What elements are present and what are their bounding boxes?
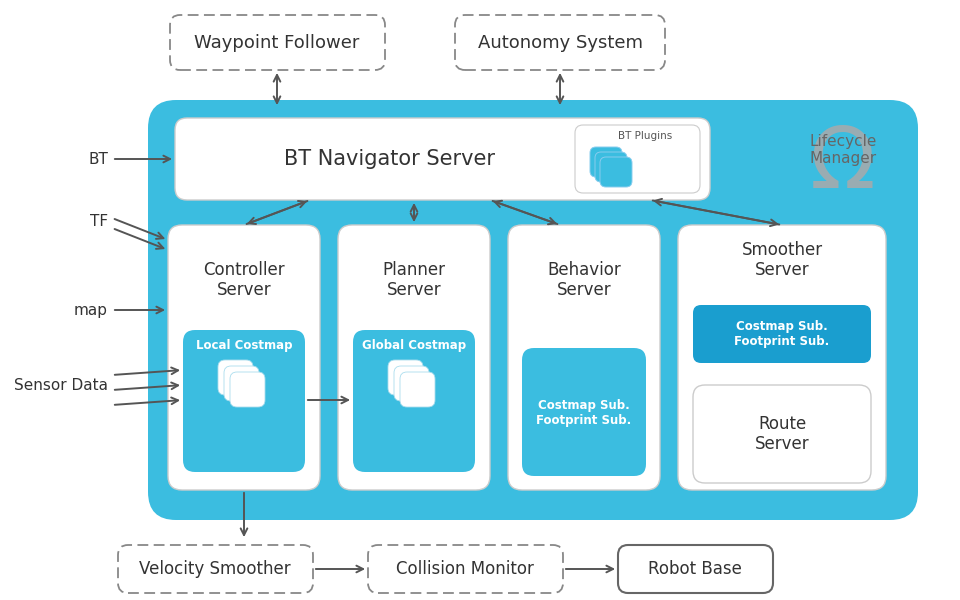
FancyBboxPatch shape (522, 348, 646, 476)
Text: Local Costmap: Local Costmap (196, 338, 292, 352)
Text: Waypoint Follower: Waypoint Follower (194, 34, 360, 52)
FancyBboxPatch shape (693, 305, 871, 363)
FancyBboxPatch shape (595, 152, 627, 182)
FancyBboxPatch shape (508, 225, 660, 490)
Text: BT: BT (88, 151, 108, 166)
Text: TF: TF (90, 214, 108, 229)
Text: Smoother
Server: Smoother Server (741, 241, 823, 280)
FancyBboxPatch shape (224, 366, 259, 401)
FancyBboxPatch shape (400, 372, 435, 407)
Text: Sensor Data: Sensor Data (14, 377, 108, 392)
Text: Robot Base: Robot Base (648, 560, 742, 578)
Text: Lifecycle
Manager: Lifecycle Manager (809, 134, 876, 166)
FancyBboxPatch shape (338, 225, 490, 490)
FancyBboxPatch shape (600, 157, 632, 187)
FancyBboxPatch shape (218, 360, 253, 395)
FancyBboxPatch shape (368, 545, 563, 593)
Text: Planner
Server: Planner Server (382, 260, 445, 299)
FancyBboxPatch shape (170, 15, 385, 70)
FancyBboxPatch shape (183, 330, 305, 472)
Text: Controller
Server: Controller Server (204, 260, 285, 299)
Text: Ω: Ω (810, 124, 876, 206)
FancyBboxPatch shape (353, 330, 475, 472)
FancyBboxPatch shape (118, 545, 313, 593)
FancyBboxPatch shape (388, 360, 423, 395)
Text: BT Plugins: BT Plugins (618, 131, 672, 141)
FancyBboxPatch shape (230, 372, 265, 407)
FancyBboxPatch shape (175, 118, 710, 200)
FancyBboxPatch shape (590, 147, 622, 177)
Text: Costmap Sub.
Footprint Sub.: Costmap Sub. Footprint Sub. (537, 399, 632, 427)
Text: Global Costmap: Global Costmap (362, 338, 466, 352)
Text: Autonomy System: Autonomy System (477, 34, 642, 52)
Text: Velocity Smoother: Velocity Smoother (139, 560, 291, 578)
FancyBboxPatch shape (168, 225, 320, 490)
FancyBboxPatch shape (575, 125, 700, 193)
Text: BT Navigator Server: BT Navigator Server (284, 149, 495, 169)
Text: map: map (74, 302, 108, 317)
Text: Behavior
Server: Behavior Server (547, 260, 621, 299)
FancyBboxPatch shape (394, 366, 429, 401)
FancyBboxPatch shape (618, 545, 773, 593)
Text: Route
Server: Route Server (755, 415, 809, 454)
Text: Collision Monitor: Collision Monitor (396, 560, 534, 578)
FancyBboxPatch shape (678, 225, 886, 490)
FancyBboxPatch shape (455, 15, 665, 70)
Text: Costmap Sub.
Footprint Sub.: Costmap Sub. Footprint Sub. (734, 320, 829, 348)
FancyBboxPatch shape (148, 100, 918, 520)
FancyBboxPatch shape (693, 385, 871, 483)
